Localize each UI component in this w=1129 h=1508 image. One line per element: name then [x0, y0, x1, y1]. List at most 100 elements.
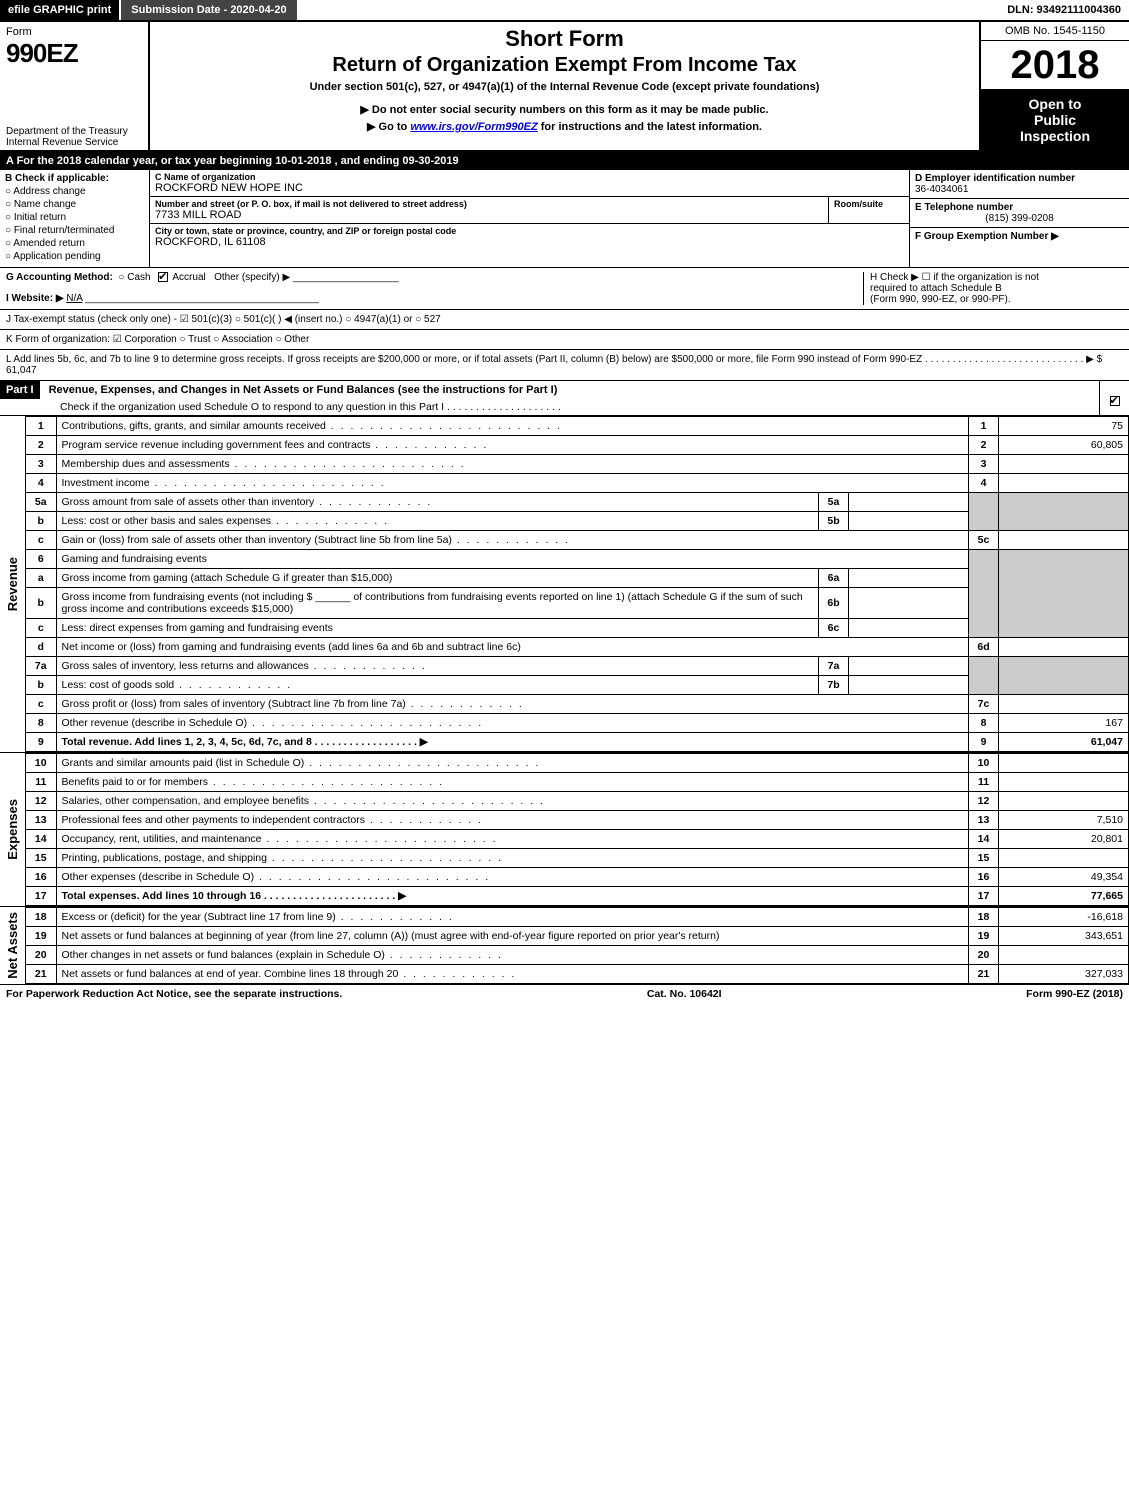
l7b-n: b	[26, 676, 56, 695]
page-footer: For Paperwork Reduction Act Notice, see …	[0, 985, 1129, 1003]
l13-val: 7,510	[999, 811, 1129, 830]
irs-link[interactable]: www.irs.gov/Form990EZ	[410, 121, 537, 133]
footer-right: Form 990-EZ (2018)	[1026, 988, 1123, 1000]
l19-d: Net assets or fund balances at beginning…	[56, 927, 969, 946]
efile-print[interactable]: efile GRAPHIC print	[0, 0, 119, 20]
chk-accrual[interactable]	[158, 272, 168, 282]
l8-val: 167	[999, 714, 1129, 733]
netassets-table: 18 Excess or (deficit) for the year (Subt…	[26, 907, 1129, 984]
revenue-label: Revenue	[5, 557, 20, 611]
l5a-n: 5a	[26, 493, 56, 512]
l11-val	[999, 773, 1129, 792]
chk-name-change[interactable]: Name change	[5, 199, 144, 210]
l14-val: 20,801	[999, 830, 1129, 849]
l5a-mid: 5a	[819, 493, 849, 512]
l21-val: 327,033	[999, 965, 1129, 984]
return-title: Return of Organization Exempt From Incom…	[158, 54, 971, 77]
arrow2-post: for instructions and the latest informat…	[538, 121, 762, 133]
l6c-mid: 6c	[819, 619, 849, 638]
l20-val	[999, 946, 1129, 965]
chk-initial-return[interactable]: Initial return	[5, 212, 144, 223]
radio-cash[interactable]: Cash	[118, 272, 150, 283]
chk-application-pending[interactable]: Application pending	[5, 251, 144, 262]
box-g-h: G Accounting Method: Cash Accrual Other …	[0, 268, 1129, 310]
l5b-n: b	[26, 512, 56, 531]
l6-n: 6	[26, 550, 56, 569]
l12-val	[999, 792, 1129, 811]
l20-num: 20	[969, 946, 999, 965]
box-i-label: I Website: ▶	[6, 293, 64, 304]
l5c-n: c	[26, 531, 56, 550]
header-left: Form 990EZ Department of the Treasury In…	[0, 22, 150, 150]
l7b-d: Less: cost of goods sold	[62, 679, 293, 691]
l2-d: Program service revenue including govern…	[62, 439, 489, 451]
box-l-text: L Add lines 5b, 6c, and 7b to line 9 to …	[6, 354, 1094, 365]
l9-val: 61,047	[999, 733, 1129, 752]
l7c-n: c	[26, 695, 56, 714]
l11-d: Benefits paid to or for members	[62, 776, 445, 788]
revenue-section: Revenue 1Contributions, gifts, grants, a…	[0, 416, 1129, 753]
chk-address-change[interactable]: Address change	[5, 186, 144, 197]
l1-val: 75	[999, 417, 1129, 436]
l5a-d: Gross amount from sale of assets other t…	[62, 496, 433, 508]
l17-d: Total expenses. Add lines 10 through 16 …	[56, 887, 969, 906]
l14-d: Occupancy, rent, utilities, and maintena…	[62, 833, 498, 845]
org-name: ROCKFORD NEW HOPE INC	[155, 182, 904, 194]
l5b-d: Less: cost or other basis and sales expe…	[62, 515, 390, 527]
l15-num: 15	[969, 849, 999, 868]
phone-value: (815) 399-0208	[915, 213, 1124, 224]
accrual-label: Accrual	[172, 272, 205, 283]
box-g-label: G Accounting Method:	[6, 272, 113, 283]
l6b-n: b	[26, 588, 56, 619]
footer-left: For Paperwork Reduction Act Notice, see …	[6, 988, 342, 1000]
l20-d: Other changes in net assets or fund bala…	[62, 949, 503, 961]
l7c-d: Gross profit or (loss) from sales of inv…	[62, 698, 524, 710]
l10-num: 10	[969, 754, 999, 773]
l9-d: Total revenue. Add lines 1, 2, 3, 4, 5c,…	[56, 733, 969, 752]
chk-amended-return[interactable]: Amended return	[5, 238, 144, 249]
l18-num: 18	[969, 908, 999, 927]
chk-final-return[interactable]: Final return/terminated	[5, 225, 144, 236]
box-h-l1: H Check ▶ ☐ if the organization is not	[870, 272, 1123, 283]
l11-n: 11	[26, 773, 56, 792]
ein-label: D Employer identification number	[915, 173, 1075, 184]
l6-d: Gaming and fundraising events	[56, 550, 969, 569]
box-b: B Check if applicable: Address change Na…	[0, 170, 150, 267]
goto-link-line: ▶ Go to www.irs.gov/Form990EZ for instru…	[158, 120, 971, 133]
box-c: C Name of organization ROCKFORD NEW HOPE…	[150, 170, 909, 267]
l10-val	[999, 754, 1129, 773]
l10-d: Grants and similar amounts paid (list in…	[62, 757, 541, 769]
l2-num: 2	[969, 436, 999, 455]
tax-year: 2018	[981, 41, 1129, 90]
l2-val: 60,805	[999, 436, 1129, 455]
l6d-num: 6d	[969, 638, 999, 657]
subtitle: Under section 501(c), 527, or 4947(a)(1)…	[158, 81, 971, 93]
inspection-l3: Inspection	[985, 128, 1125, 144]
city-label: City or town, state or province, country…	[155, 226, 904, 236]
l6c-n: c	[26, 619, 56, 638]
form-label: Form	[6, 26, 142, 38]
l19-val: 343,651	[999, 927, 1129, 946]
l6c-d: Less: direct expenses from gaming and fu…	[56, 619, 819, 638]
l12-num: 12	[969, 792, 999, 811]
phone-label: E Telephone number	[915, 202, 1013, 213]
l4-d: Investment income	[62, 477, 386, 489]
l20-n: 20	[26, 946, 56, 965]
l13-d: Professional fees and other payments to …	[62, 814, 484, 826]
l5c-val	[999, 531, 1129, 550]
omb-number: OMB No. 1545-1150	[981, 22, 1129, 41]
l6d-n: d	[26, 638, 56, 657]
l16-d: Other expenses (describe in Schedule O)	[62, 871, 491, 883]
part1-checkbox[interactable]	[1110, 396, 1120, 406]
l12-d: Salaries, other compensation, and employ…	[62, 795, 546, 807]
l19-n: 19	[26, 927, 56, 946]
dept-line2: Internal Revenue Service	[6, 137, 118, 148]
l4-val	[999, 474, 1129, 493]
l3-n: 3	[26, 455, 56, 474]
l18-d: Excess or (deficit) for the year (Subtra…	[62, 911, 454, 923]
inspection-l2: Public	[985, 112, 1125, 128]
form-number: 990EZ	[6, 38, 142, 69]
l6d-d: Net income or (loss) from gaming and fun…	[56, 638, 969, 657]
box-k: K Form of organization: ☑ Corporation ○ …	[0, 330, 1129, 350]
l3-d: Membership dues and assessments	[62, 458, 466, 470]
